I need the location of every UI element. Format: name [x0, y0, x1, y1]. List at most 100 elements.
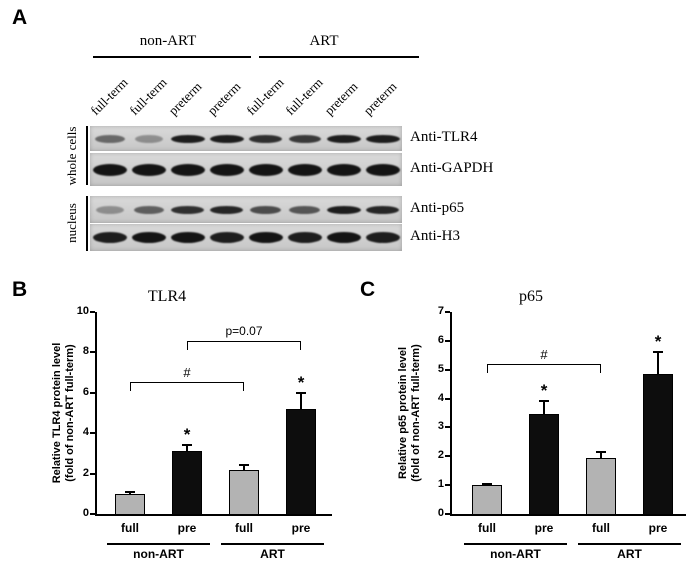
blot-strip-anti-gapdh — [90, 153, 402, 186]
y-tick-label: 6 — [437, 333, 444, 346]
y-tick — [90, 472, 95, 475]
y-axis — [450, 312, 452, 516]
error-bar — [600, 451, 602, 458]
protein-band — [326, 163, 361, 176]
protein-band — [287, 232, 322, 243]
significance-star: * — [297, 372, 305, 392]
protein-band — [134, 134, 163, 143]
x-group-underline — [578, 543, 681, 545]
side-bracket-line-nucleus — [86, 196, 88, 251]
y-tick-label: 3 — [437, 420, 444, 433]
panel-c-letter: C — [360, 278, 376, 301]
x-group-label: ART — [617, 547, 642, 561]
bracket-label: p=0.07 — [225, 324, 263, 339]
bracket-label: # — [540, 346, 548, 362]
bar-art-pre — [286, 408, 316, 514]
y-axis — [95, 312, 97, 516]
error-bar — [186, 445, 188, 452]
antibody-label-h3: Anti-H3 — [410, 228, 460, 244]
y-tick-label: 10 — [76, 305, 89, 317]
error-bar-cap — [482, 482, 492, 485]
comparison-bracket — [487, 363, 601, 373]
significance-star: * — [654, 332, 662, 352]
protein-band — [366, 205, 399, 214]
protein-band — [170, 134, 205, 143]
protein-band — [287, 163, 322, 176]
bar-art-pre — [643, 374, 673, 514]
bar-nonart-full — [472, 485, 502, 514]
error-bar — [129, 491, 131, 494]
y-tick-label: 6 — [82, 385, 89, 398]
panel-b-letter: B — [12, 278, 28, 301]
x-group-underline — [464, 543, 567, 545]
y-tick-label: 2 — [82, 466, 89, 479]
comparison-bracket — [187, 341, 301, 351]
protein-band — [95, 205, 124, 214]
y-tick — [90, 513, 95, 515]
antibody-label-p65: Anti-p65 — [410, 200, 465, 216]
y-tick-label: 7 — [437, 305, 444, 317]
protein-band — [94, 134, 125, 143]
protein-band — [326, 205, 361, 214]
bracket-label: # — [183, 364, 191, 380]
y-tick — [445, 455, 450, 458]
protein-band — [92, 232, 127, 243]
protein-band — [209, 163, 244, 176]
error-bar-cap — [239, 463, 249, 466]
blot-strip-anti-p65 — [90, 196, 402, 223]
x-category-label: pre — [291, 521, 311, 535]
blot-strip-anti-tlr4 — [90, 126, 402, 151]
protein-band — [248, 232, 283, 243]
protein-band — [326, 232, 361, 243]
y-tick — [445, 426, 450, 429]
protein-band — [365, 232, 400, 243]
bar-nonart-pre — [172, 451, 202, 514]
protein-band — [209, 232, 244, 243]
x-group-label: non-ART — [133, 547, 184, 561]
x-category-label: full — [121, 521, 139, 535]
error-bar-cap — [539, 400, 549, 403]
x-category-label: pre — [177, 521, 197, 535]
panel-a-letter: A — [12, 6, 28, 29]
error-bar — [243, 464, 245, 470]
significance-star: * — [540, 381, 548, 401]
chart-b-title: TLR4 — [147, 288, 187, 305]
protein-band — [131, 232, 166, 243]
y-tick — [445, 311, 450, 313]
y-tick-label: 0 — [437, 507, 444, 519]
bar-nonart-pre — [529, 414, 559, 514]
chart-c-y-axis-label: Relative p65 protein level (fold of non-… — [397, 344, 422, 482]
group-header-art: ART — [309, 33, 339, 49]
y-tick — [445, 513, 450, 515]
y-tick-label: 1 — [437, 478, 444, 491]
protein-band — [248, 163, 283, 176]
error-bar-cap — [125, 490, 135, 493]
protein-band — [289, 205, 320, 214]
protein-band — [133, 205, 164, 214]
x-category-label: pre — [648, 521, 668, 535]
protein-band — [326, 134, 361, 143]
y-tick — [445, 397, 450, 400]
error-bar-cap — [182, 444, 192, 447]
protein-band — [170, 232, 205, 243]
y-tick-label: 8 — [82, 345, 89, 358]
protein-band — [365, 163, 400, 176]
y-tick-label: 0 — [82, 507, 89, 519]
y-tick — [90, 311, 95, 313]
y-tick — [90, 391, 95, 394]
protein-band — [288, 134, 321, 143]
bar-art-full — [586, 457, 616, 514]
x-group-underline — [221, 543, 324, 545]
x-category-label: full — [478, 521, 496, 535]
y-tick — [90, 432, 95, 435]
side-bracket-line-whole-cells — [86, 126, 88, 185]
group-header-non-art: non-ART — [139, 33, 197, 49]
y-tick — [445, 484, 450, 487]
x-axis — [450, 514, 686, 516]
y-tick — [445, 339, 450, 342]
x-category-label: pre — [534, 521, 554, 535]
protein-band — [171, 205, 204, 214]
